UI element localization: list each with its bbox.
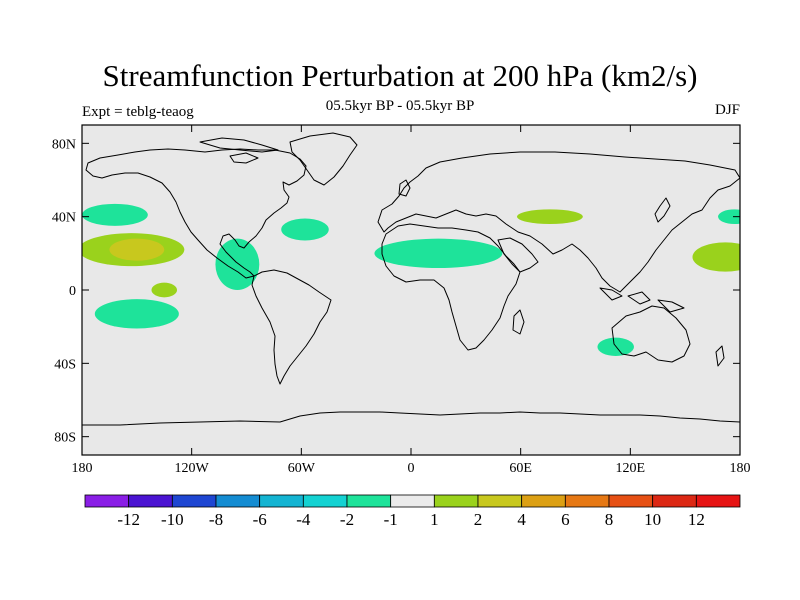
lon-tick-label: 120W — [175, 461, 210, 476]
colorbar-label: -6 — [253, 510, 267, 529]
colorbar-label: -12 — [117, 510, 140, 529]
main-title: Streamfunction Perturbation at 200 hPa (… — [102, 58, 698, 93]
lon-tick-label: 0 — [408, 461, 415, 476]
colorbar-label: 1 — [430, 510, 439, 529]
colorbar-box — [521, 494, 566, 508]
coast-australia — [611, 305, 691, 363]
colorbar-label: -1 — [384, 510, 398, 529]
colorbar-box — [128, 494, 173, 508]
axis-ticks: 80N 40N 0 40S 80S 180 120W 60W 0 60E 120E 180 — [52, 125, 751, 476]
colorbar-box — [215, 494, 261, 508]
lon-tick-label: 60W — [288, 461, 316, 476]
colorbar-box — [302, 494, 348, 508]
coast-arctic-islands — [199, 137, 279, 164]
colorbar-label: 10 — [644, 510, 661, 529]
lon-tick-label: 120E — [616, 461, 646, 476]
lat-tick-label: 80N — [52, 137, 76, 152]
map-background — [82, 125, 740, 455]
coast-japan — [654, 197, 671, 223]
anomaly-north-africa — [374, 238, 503, 268]
colorbar-label: 8 — [605, 510, 614, 529]
coast-arabia — [497, 237, 539, 273]
coastlines — [82, 132, 740, 426]
anomaly-central-asia — [517, 209, 583, 225]
season-label: DJF — [714, 102, 740, 118]
lat-tick-label: 40S — [54, 357, 76, 372]
colorbar-label: 6 — [561, 510, 570, 529]
coast-antarctica — [82, 411, 740, 426]
colorbar-box — [390, 494, 435, 508]
colorbar-box — [695, 494, 741, 508]
colorbar-box — [346, 494, 392, 508]
coast-north-america — [85, 148, 307, 279]
anomaly-subtropical-pacific-core — [109, 238, 165, 261]
colorbar-box — [171, 494, 217, 508]
lon-tick-label: 180 — [730, 461, 751, 476]
colorbar-label: -4 — [296, 510, 311, 529]
colorbar-label: 4 — [517, 510, 526, 529]
anomaly-west-pacific — [692, 242, 740, 272]
coast-africa — [381, 223, 521, 351]
coast-madagascar — [512, 309, 525, 335]
anomaly-date-line-north — [718, 209, 740, 224]
colorbar-label: 12 — [688, 510, 705, 529]
colorbar-box — [652, 494, 697, 508]
experiment-label: Expt = teblg-teaog — [82, 104, 194, 120]
colorbar-box — [433, 494, 479, 508]
anomaly-north-pacific-west — [82, 203, 148, 226]
lat-tick-label: 80S — [54, 431, 76, 446]
anomaly-north-atlantic — [281, 218, 329, 241]
lat-tick-label: 40N — [52, 211, 76, 226]
anomaly-layer — [82, 203, 740, 357]
anomaly-east-pacific-small — [151, 282, 178, 298]
colorbar-label: -8 — [209, 510, 223, 529]
coast-greenland — [289, 132, 358, 186]
colorbar-box — [477, 494, 523, 508]
anomaly-south-pacific — [94, 299, 179, 329]
colorbar-label: 2 — [474, 510, 483, 529]
colorbar-label: -10 — [161, 510, 184, 529]
coast-new-zealand — [715, 345, 725, 367]
lat-tick-label: 0 — [69, 284, 76, 299]
colorbar: -12 -10 -8 -6 -4 -2 -1 1 2 4 6 8 10 12 — [84, 494, 741, 529]
colorbar-box — [608, 494, 654, 508]
lon-tick-label: 180 — [72, 461, 93, 476]
colorbar-label: -2 — [340, 510, 354, 529]
lon-tick-label: 60E — [509, 461, 532, 476]
coast-south-america — [251, 269, 332, 385]
colorbar-box — [259, 494, 304, 508]
colorbar-box — [84, 494, 130, 508]
coast-british-isles — [398, 179, 411, 197]
coast-maritime — [599, 287, 685, 313]
coast-eurasia — [377, 151, 740, 293]
subtitle: 05.5kyr BP - 05.5kyr BP — [325, 98, 475, 114]
colorbar-box — [564, 494, 610, 508]
